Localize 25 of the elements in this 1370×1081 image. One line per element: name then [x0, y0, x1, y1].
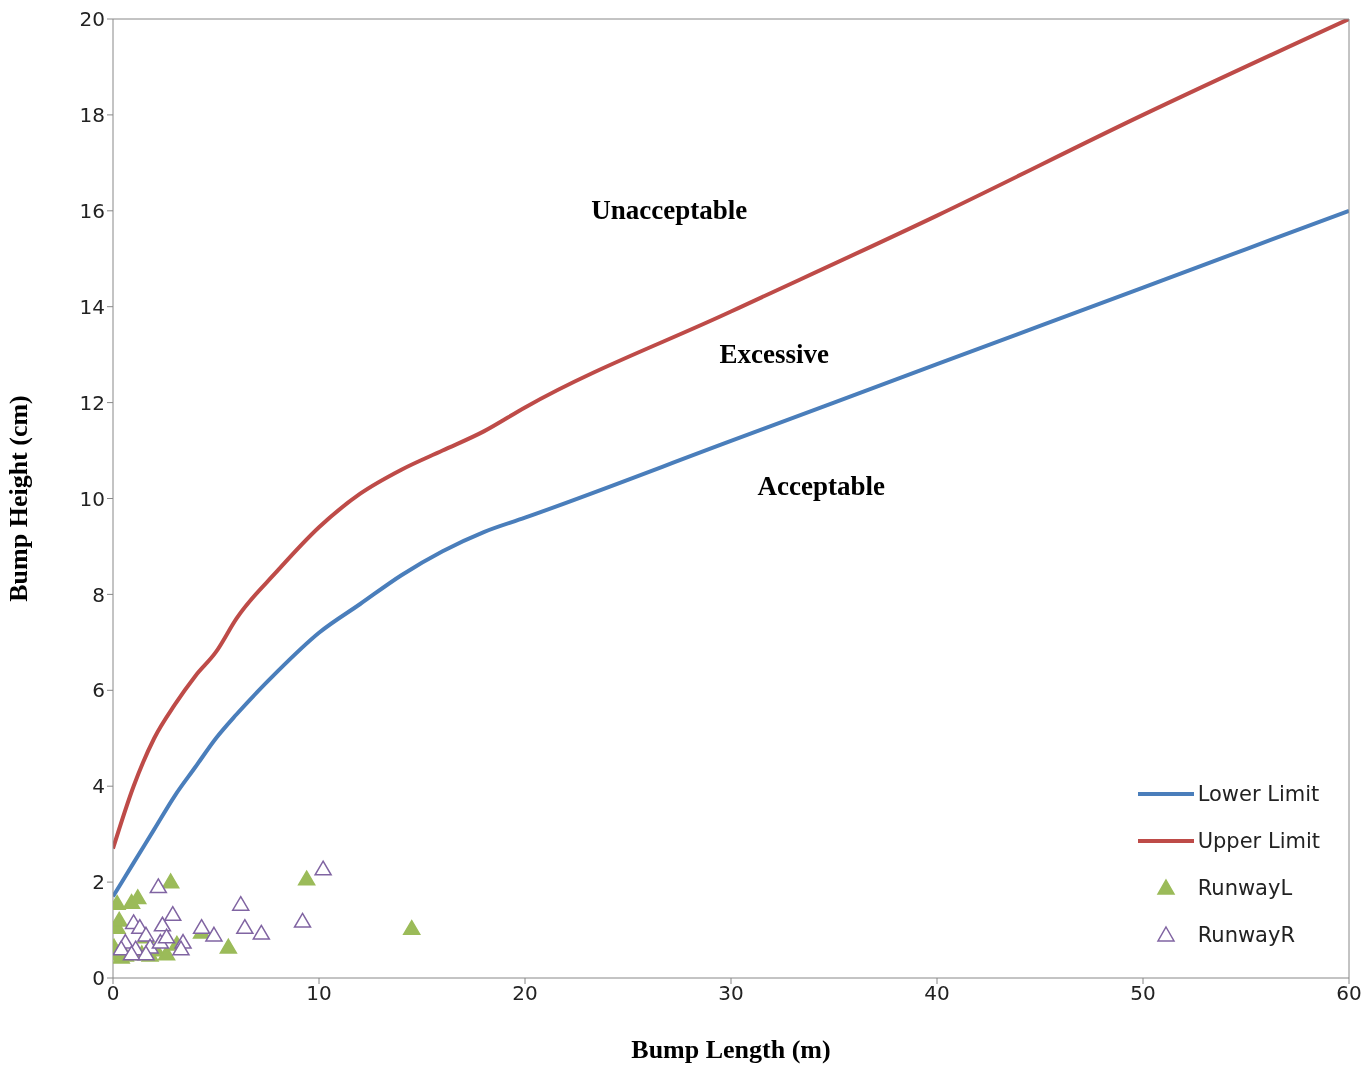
- x-tick-label: 20: [512, 981, 538, 1006]
- y-tick-label: 8: [92, 582, 105, 607]
- annotation: Acceptable: [757, 470, 885, 502]
- x-tick-label: 60: [1336, 981, 1362, 1006]
- legend-label: RunwayR: [1197, 922, 1296, 947]
- x-tick-label: 30: [718, 981, 744, 1006]
- y-tick-label: 10: [79, 486, 105, 511]
- x-tick-label: 40: [924, 981, 950, 1006]
- x-axis-title: Bump Length (m): [631, 1035, 831, 1064]
- y-tick-label: 4: [92, 774, 105, 799]
- y-tick-label: 6: [92, 678, 105, 703]
- y-tick-label: 16: [79, 198, 105, 223]
- annotation: Unacceptable: [591, 194, 748, 226]
- annotation: Excessive: [719, 338, 829, 370]
- y-tick-label: 2: [92, 870, 105, 895]
- x-tick-label: 10: [306, 981, 332, 1006]
- y-tick-label: 18: [79, 103, 105, 127]
- legend-label: Lower Limit: [1197, 781, 1320, 806]
- y-tick-label: 14: [79, 294, 105, 319]
- y-axis-title: Bump Height (cm): [4, 395, 34, 602]
- y-tick-label: 20: [79, 7, 105, 32]
- y-tick-label: 12: [79, 390, 105, 415]
- x-tick-label: 50: [1130, 981, 1156, 1006]
- legend-label: Upper Limit: [1197, 828, 1320, 853]
- legend-label: RunwayL: [1197, 875, 1293, 900]
